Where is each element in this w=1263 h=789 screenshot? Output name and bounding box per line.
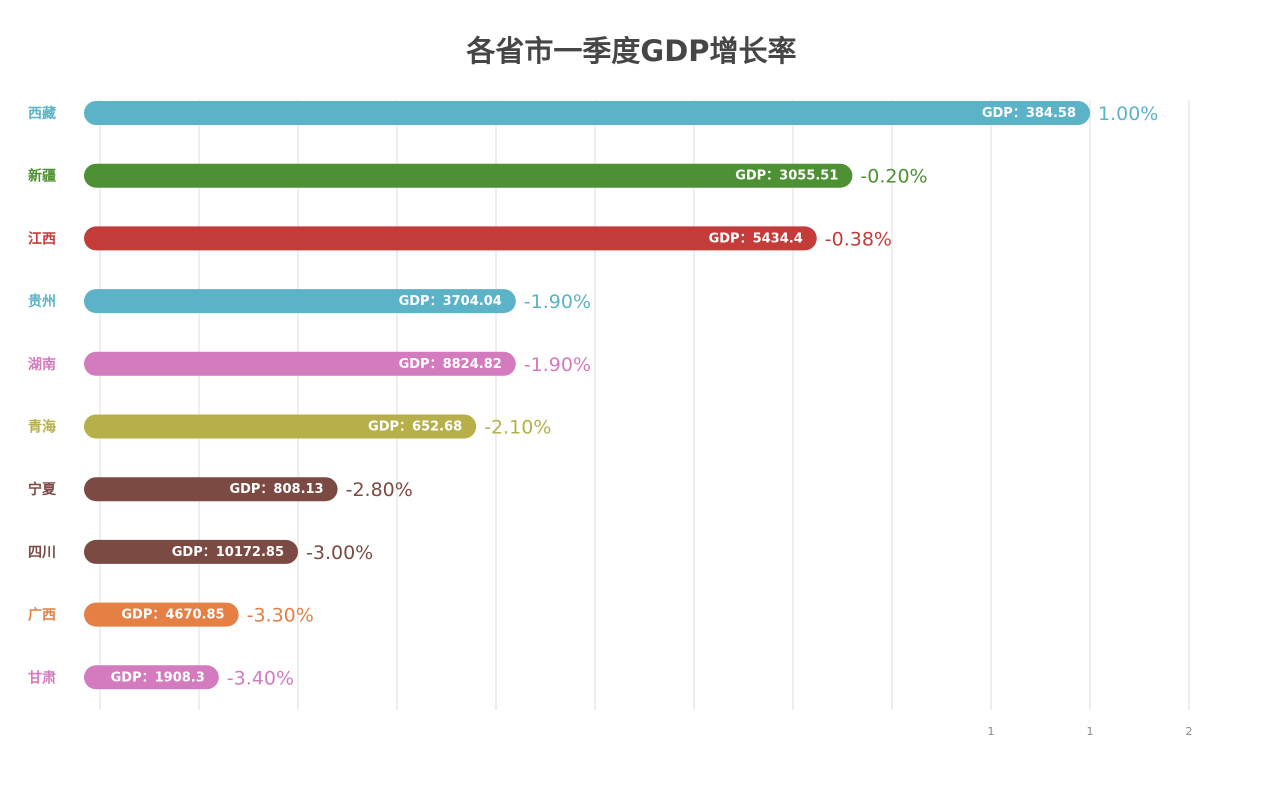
bar-gdp-label: GDP：808.13 bbox=[229, 482, 323, 497]
bar bbox=[84, 289, 516, 314]
value-label: -3.30% bbox=[247, 605, 314, 627]
bar-gdp-label: GDP：652.68 bbox=[368, 420, 462, 435]
category-label: 广西 bbox=[28, 607, 56, 624]
category-label: 江西 bbox=[28, 230, 56, 247]
bar-gdp-label: GDP：1908.3 bbox=[111, 670, 205, 685]
category-label: 四川 bbox=[28, 545, 56, 561]
value-label: -3.00% bbox=[306, 542, 373, 564]
chart-title: 各省市一季度GDP增长率 bbox=[466, 34, 797, 68]
bar-gdp-label: GDP：8824.82 bbox=[399, 357, 502, 372]
value-label: -1.90% bbox=[524, 354, 591, 376]
value-label: -2.80% bbox=[346, 479, 413, 501]
x-tick-label: 1 bbox=[1087, 725, 1094, 738]
category-label: 宁夏 bbox=[28, 481, 57, 498]
value-label: -1.90% bbox=[524, 291, 591, 313]
bar bbox=[84, 226, 817, 251]
value-label: -0.20% bbox=[860, 166, 927, 188]
value-label: -0.38% bbox=[825, 228, 892, 250]
value-label: 1.00% bbox=[1098, 103, 1158, 125]
bar-gdp-label: GDP：4670.85 bbox=[121, 608, 224, 623]
category-label: 贵州 bbox=[28, 293, 56, 310]
bar bbox=[84, 602, 239, 627]
bar bbox=[84, 665, 219, 690]
bar bbox=[84, 414, 477, 439]
category-label: 青海 bbox=[28, 419, 56, 436]
x-tick-label: 1 bbox=[988, 725, 995, 738]
category-label: 甘肃 bbox=[28, 669, 56, 686]
category-label: 新疆 bbox=[28, 168, 56, 185]
value-label: -2.10% bbox=[484, 417, 551, 439]
bar bbox=[84, 539, 298, 564]
bar bbox=[84, 477, 338, 502]
bar-gdp-label: GDP：10172.85 bbox=[172, 545, 284, 560]
bar-gdp-label: GDP：3055.51 bbox=[735, 169, 838, 184]
value-label: -3.40% bbox=[227, 667, 294, 689]
bar bbox=[84, 163, 853, 188]
category-label: 湖南 bbox=[28, 356, 56, 373]
bar-gdp-label: GDP：384.58 bbox=[982, 106, 1076, 121]
bar-gdp-label: GDP：5434.4 bbox=[709, 231, 803, 246]
category-label: 西藏 bbox=[28, 105, 56, 122]
bar-gdp-label: GDP：3704.04 bbox=[399, 294, 502, 309]
x-tick-label: 2 bbox=[1186, 725, 1193, 738]
bar bbox=[84, 101, 1090, 125]
bar bbox=[84, 351, 516, 376]
